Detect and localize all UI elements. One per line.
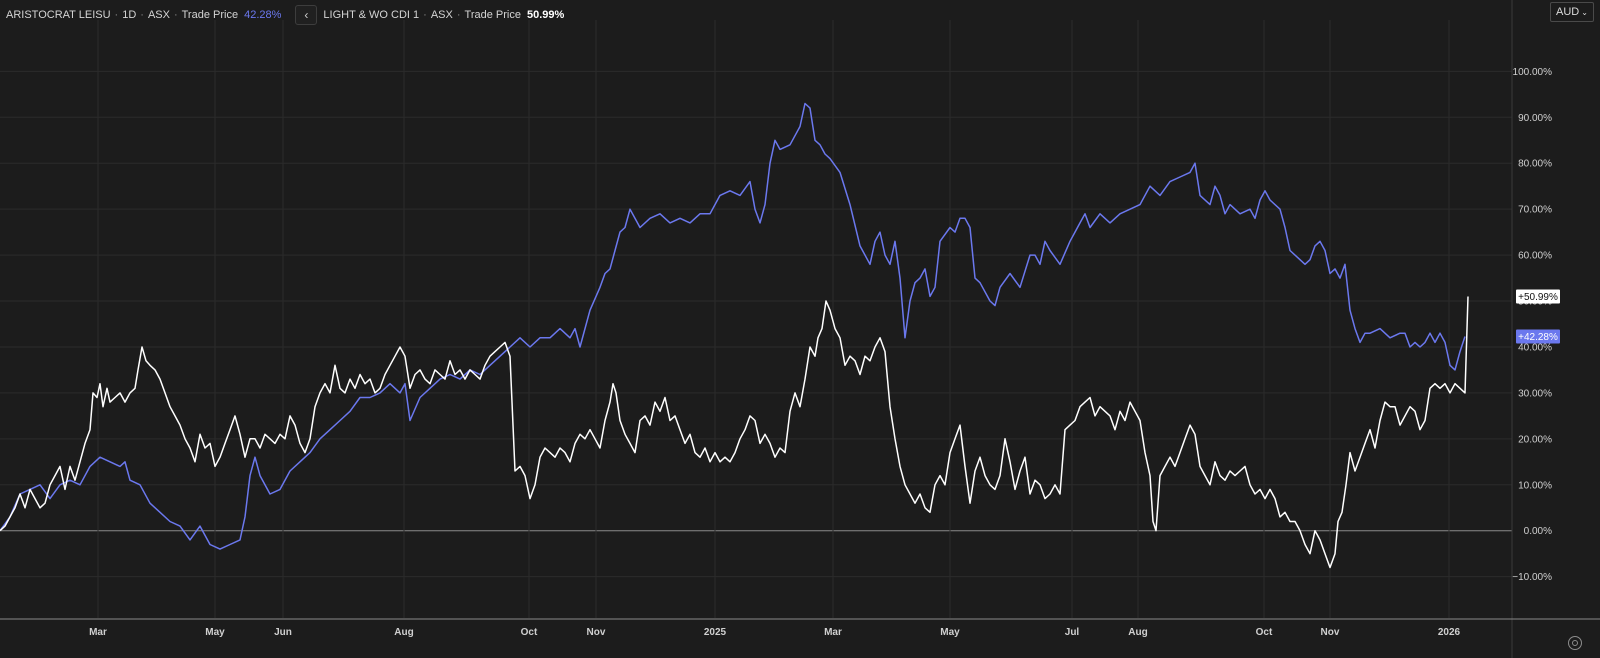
y-tick-label: −10.00% (1512, 572, 1552, 583)
x-tick-label: 2025 (704, 627, 727, 638)
x-tick-label: May (940, 627, 960, 638)
y-tick-label: 90.00% (1518, 113, 1552, 124)
x-tick-label: Nov (1321, 627, 1340, 638)
series1-name: ARISTOCRAT LEISU (6, 9, 111, 21)
y-tick-label: 80.00% (1518, 159, 1552, 170)
series-line-1 (0, 102, 1466, 550)
series1-exchange: ASX (147, 9, 170, 21)
x-tick-label: Jun (274, 627, 292, 638)
series1-field: Trade Price (181, 9, 239, 21)
separator: · (456, 9, 461, 21)
chevron-down-icon: ⌄ (1581, 7, 1588, 17)
series2-name: LIGHT & WO CDI 1 (323, 9, 420, 21)
series-line-2 (0, 296, 1469, 569)
y-tick-label: 20.00% (1518, 434, 1552, 445)
separator: · (173, 9, 178, 21)
x-tick-label: Mar (824, 627, 842, 638)
series1-interval: 1D (122, 9, 137, 21)
y-tick-label: 0.00% (1524, 526, 1552, 537)
series2-field: Trade Price (464, 9, 521, 21)
y-tick-label: 10.00% (1518, 480, 1552, 491)
separator: · (140, 9, 144, 21)
series2-exchange: ASX (430, 9, 453, 21)
y-tick-label: 100.00% (1513, 67, 1553, 78)
y-tick-label: 60.00% (1518, 251, 1552, 262)
last-value-label-1: +42.28% (1518, 332, 1558, 343)
last-value-label-2: +50.99% (1518, 292, 1558, 303)
separator: · (423, 9, 427, 21)
y-tick-label: 40.00% (1518, 342, 1552, 353)
x-tick-label: 2026 (1438, 627, 1461, 638)
last-value-tag-2 (1516, 289, 1560, 304)
series2-value: 50.99% (526, 9, 565, 21)
currency-select[interactable]: AUD ⌄ (1550, 2, 1594, 22)
x-tick-label: Mar (89, 627, 107, 638)
series1-value: 42.28% (244, 9, 282, 21)
x-tick-label: Aug (1128, 627, 1147, 638)
last-value-tag-1 (1516, 329, 1560, 344)
y-tick-label: 30.00% (1518, 388, 1552, 399)
currency-label: AUD (1556, 6, 1580, 18)
x-tick-label: Aug (394, 627, 413, 638)
x-tick-label: Nov (587, 627, 606, 638)
separator: · (114, 9, 119, 21)
x-tick-label: Jul (1065, 627, 1080, 638)
y-tick-label: 70.00% (1518, 205, 1552, 216)
x-tick-label: May (205, 627, 225, 638)
x-tick-label: Oct (1256, 627, 1273, 638)
x-tick-label: Oct (521, 627, 538, 638)
chevron-left-icon[interactable]: ‹ (295, 5, 318, 25)
settings-icon[interactable] (1568, 636, 1582, 650)
chart-legend-bar: ARISTOCRAT LEISU · 1D · ASX · Trade Pric… (6, 5, 565, 25)
